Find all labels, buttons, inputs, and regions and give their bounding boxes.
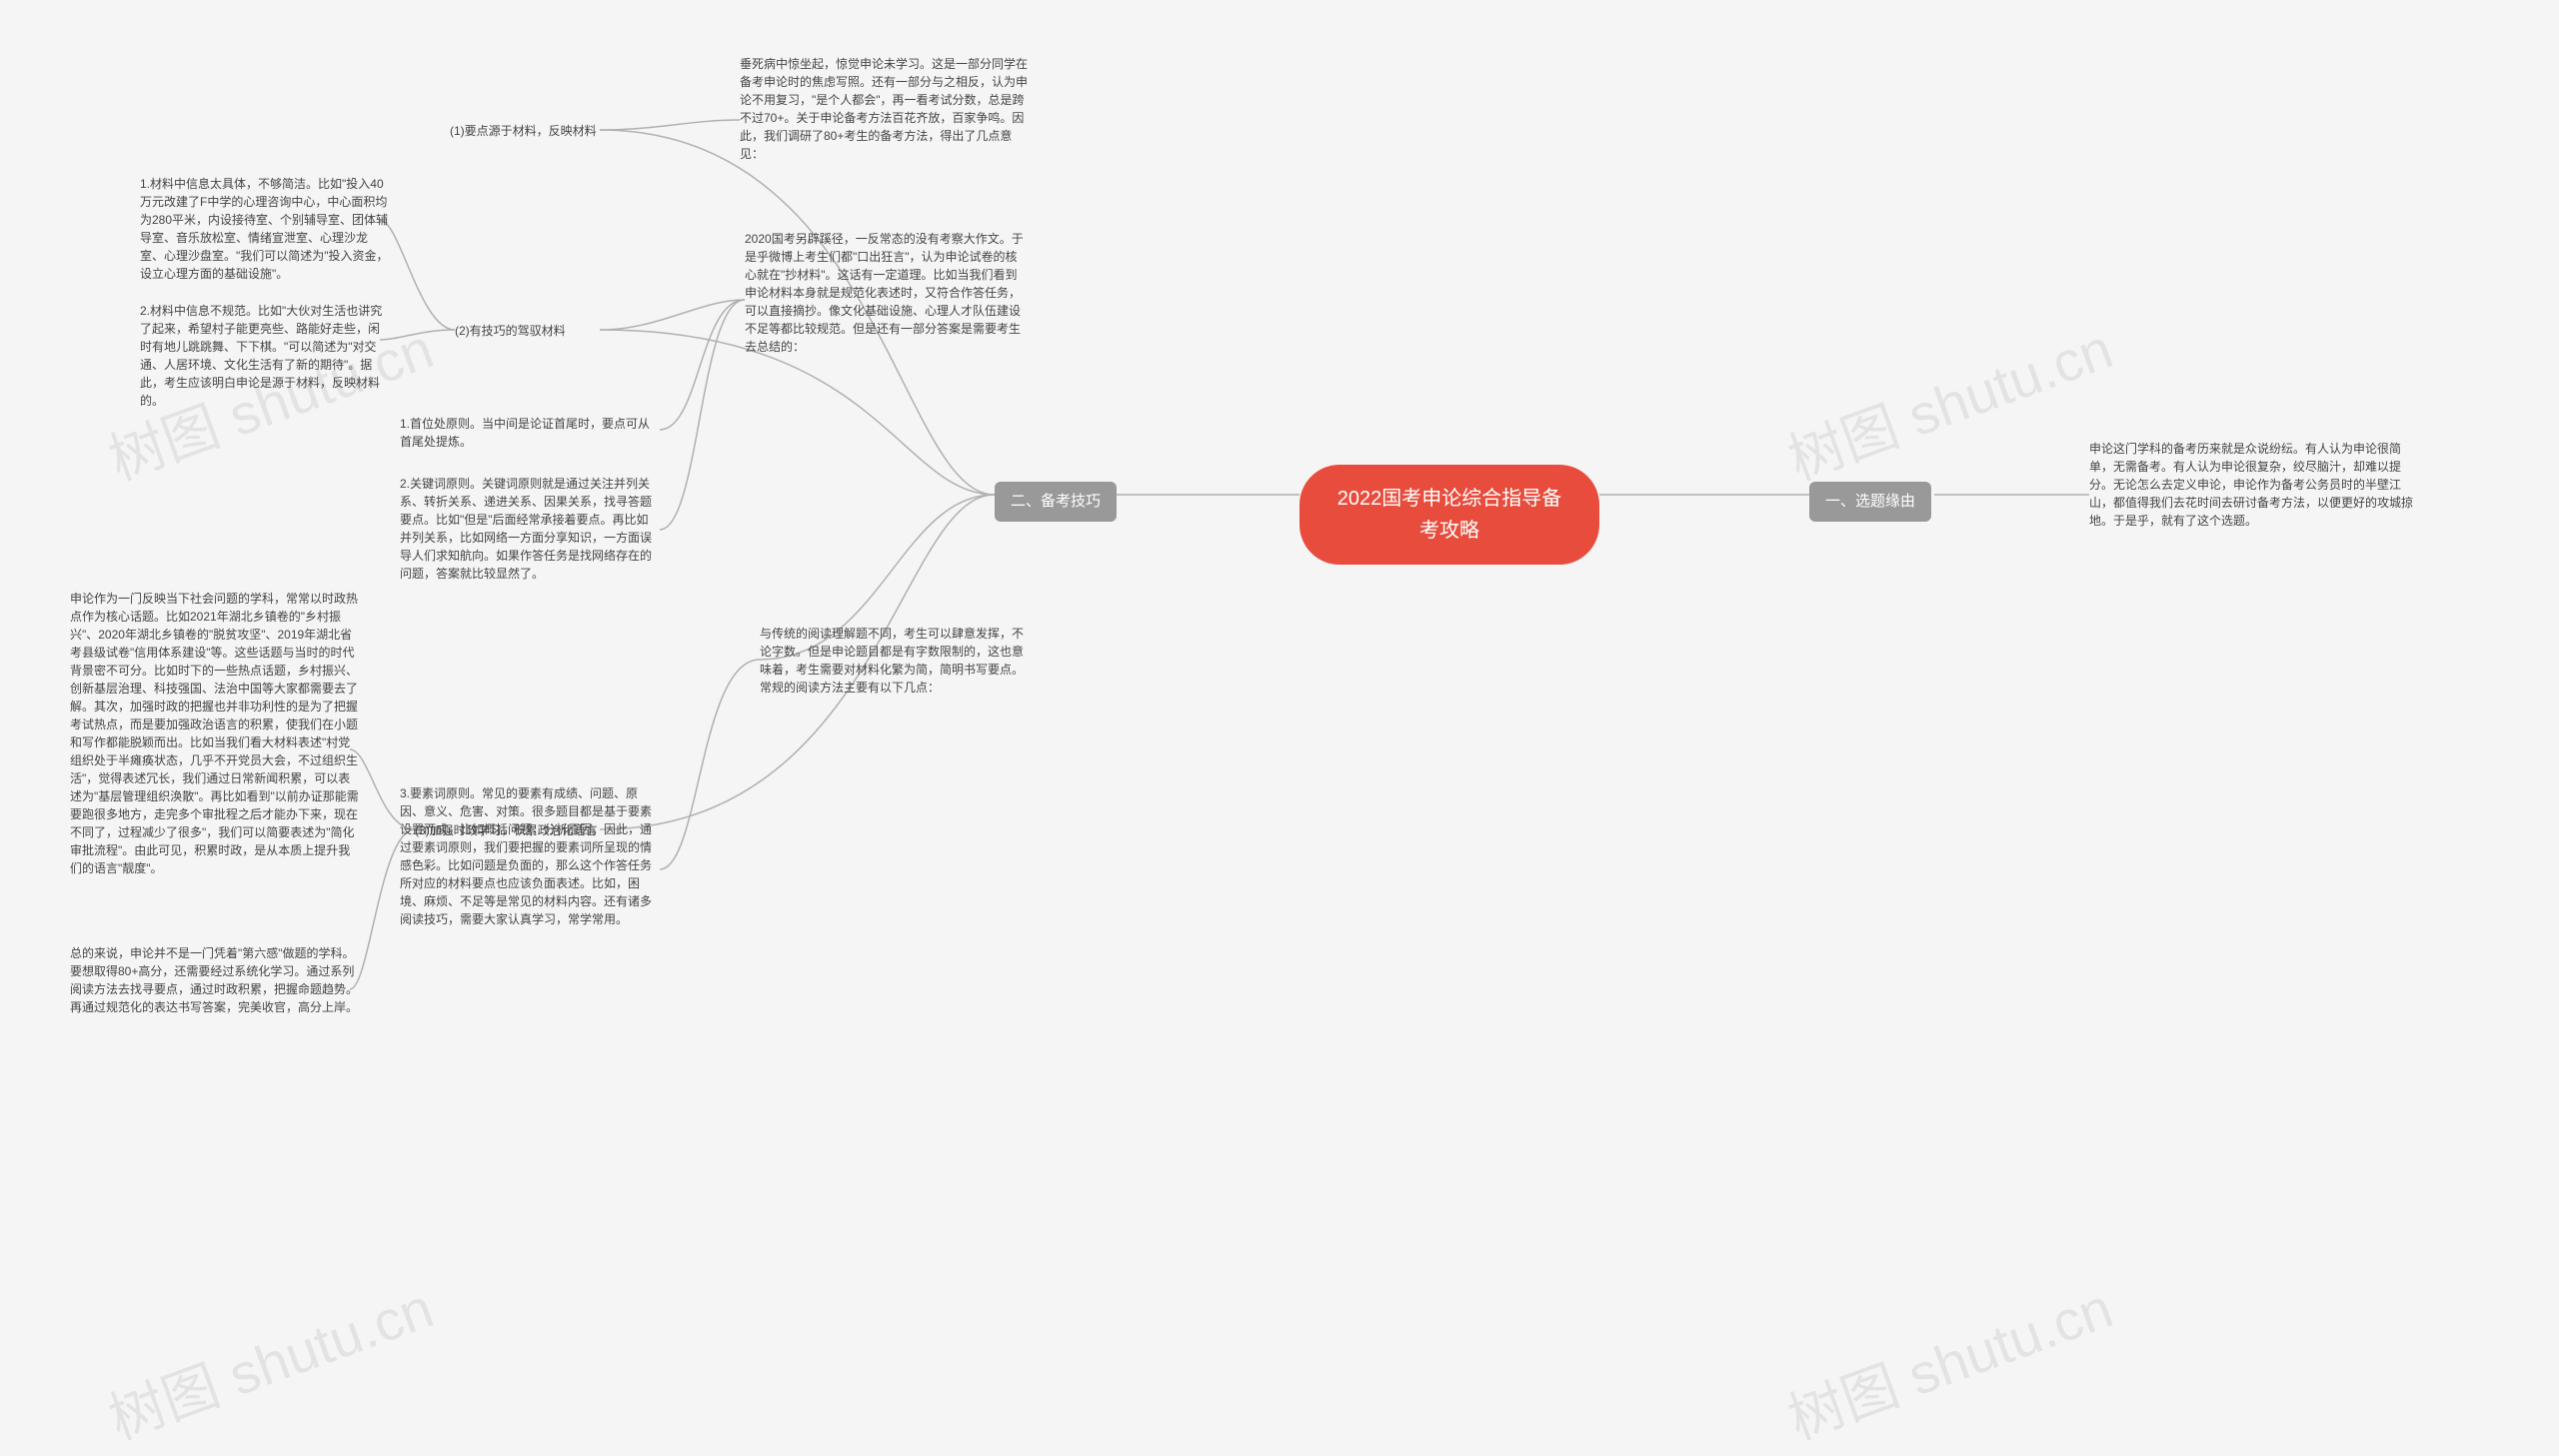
- section-1-label-text: (1)要点源于材料，反映材料: [450, 124, 597, 138]
- s2-i3-text: 1.首位处原则。当中间是论证首尾时，要点可从首尾处提炼。: [400, 417, 650, 449]
- section-2-label-text: (2)有技巧的驾驭材料: [455, 324, 566, 338]
- section-2-note: 与传统的阅读理解题不同，考生可以肆意发挥，不论字数。但是申论题目都是有字数限制的…: [760, 625, 1030, 697]
- watermark: 树图 shutu.cn: [96, 1263, 443, 1455]
- s2-i4-text: 2.关键词原则。关键词原则就是通过关注并列关系、转折关系、递进关系、因果关系，找…: [400, 477, 652, 581]
- s2-i1-text: 1.材料中信息太具体，不够简洁。比如"投入40万元改建了F中学的心理咨询中心，中…: [140, 177, 389, 281]
- section-1-leaf-text: 垂死病中惊坐起，惊觉申论未学习。这是一部分同学在备考申论时的焦虑写照。还有一部分…: [740, 57, 1028, 161]
- section-2-item-3: 1.首位处原则。当中间是论证首尾时，要点可从首尾处提炼。: [400, 415, 660, 451]
- section-2-label: (2)有技巧的驾驭材料: [455, 322, 566, 340]
- section-2-intro-text: 2020国考另辟蹊径，一反常态的没有考察大作文。于是乎微博上考生们都"口出狂言"…: [745, 232, 1024, 354]
- watermark: 树图 shutu.cn: [1775, 1263, 2122, 1455]
- section-2-item-1: 1.材料中信息太具体，不够简洁。比如"投入40万元改建了F中学的心理咨询中心，中…: [140, 175, 390, 283]
- root-title: 2022国考申论综合指导备考攻略: [1337, 488, 1562, 542]
- section-3-item-2: 总的来说，申论并不是一门凭着"第六感"做题的学科。要想取得80+高分，还需要经过…: [70, 944, 360, 1016]
- section-3-label: (3)加强时政学习，积累政治化语言: [415, 821, 598, 839]
- branch-reason: 一、选题缘由: [1809, 482, 1931, 522]
- section-2-item-2: 2.材料中信息不规范。比如"大伙对生活也讲究了起来，希望村子能更亮些、路能好走些…: [140, 302, 390, 410]
- reason-leaf: 申论这门学科的备考历来就是众说纷纭。有人认为申论很简单，无需备考。有人认为申论很…: [2089, 440, 2419, 530]
- branch-reason-label: 一、选题缘由: [1825, 493, 1915, 510]
- watermark: 树图 shutu.cn: [1775, 304, 2122, 496]
- s3-i2-text: 总的来说，申论并不是一门凭着"第六感"做题的学科。要想取得80+高分，还需要经过…: [70, 946, 358, 1014]
- section-2-item-5: 3.要素词原则。常见的要素有成绩、问题、原因、意义、危害、对策。很多题目都是基于…: [400, 784, 660, 928]
- s2-note-text: 与传统的阅读理解题不同，考生可以肆意发挥，不论字数。但是申论题目都是有字数限制的…: [760, 627, 1024, 695]
- root-node: 2022国考申论综合指导备考攻略: [1299, 465, 1599, 565]
- section-2-intro: 2020国考另辟蹊径，一反常态的没有考察大作文。于是乎微博上考生们都"口出狂言"…: [745, 230, 1025, 356]
- branch-tips-label: 二、备考技巧: [1011, 493, 1101, 510]
- s3-i1-text: 申论作为一门反映当下社会问题的学科，常常以时政热点作为核心话题。比如2021年湖…: [70, 592, 359, 875]
- s2-i5-text: 3.要素词原则。常见的要素有成绩、问题、原因、意义、危害、对策。很多题目都是基于…: [400, 786, 652, 926]
- section-1-label: (1)要点源于材料，反映材料: [450, 122, 597, 140]
- section-2-item-4: 2.关键词原则。关键词原则就是通过关注并列关系、转折关系、递进关系、因果关系，找…: [400, 475, 660, 583]
- section-3-label-text: (3)加强时政学习，积累政治化语言: [415, 823, 598, 837]
- section-3-item-1: 申论作为一门反映当下社会问题的学科，常常以时政热点作为核心话题。比如2021年湖…: [70, 590, 360, 877]
- reason-text: 申论这门学科的备考历来就是众说纷纭。有人认为申论很简单，无需备考。有人认为申论很…: [2089, 442, 2413, 528]
- s2-i2-text: 2.材料中信息不规范。比如"大伙对生活也讲究了起来，希望村子能更亮些、路能好走些…: [140, 304, 382, 408]
- branch-tips: 二、备考技巧: [995, 482, 1117, 522]
- section-1-leaf: 垂死病中惊坐起，惊觉申论未学习。这是一部分同学在备考申论时的焦虑写照。还有一部分…: [740, 55, 1030, 163]
